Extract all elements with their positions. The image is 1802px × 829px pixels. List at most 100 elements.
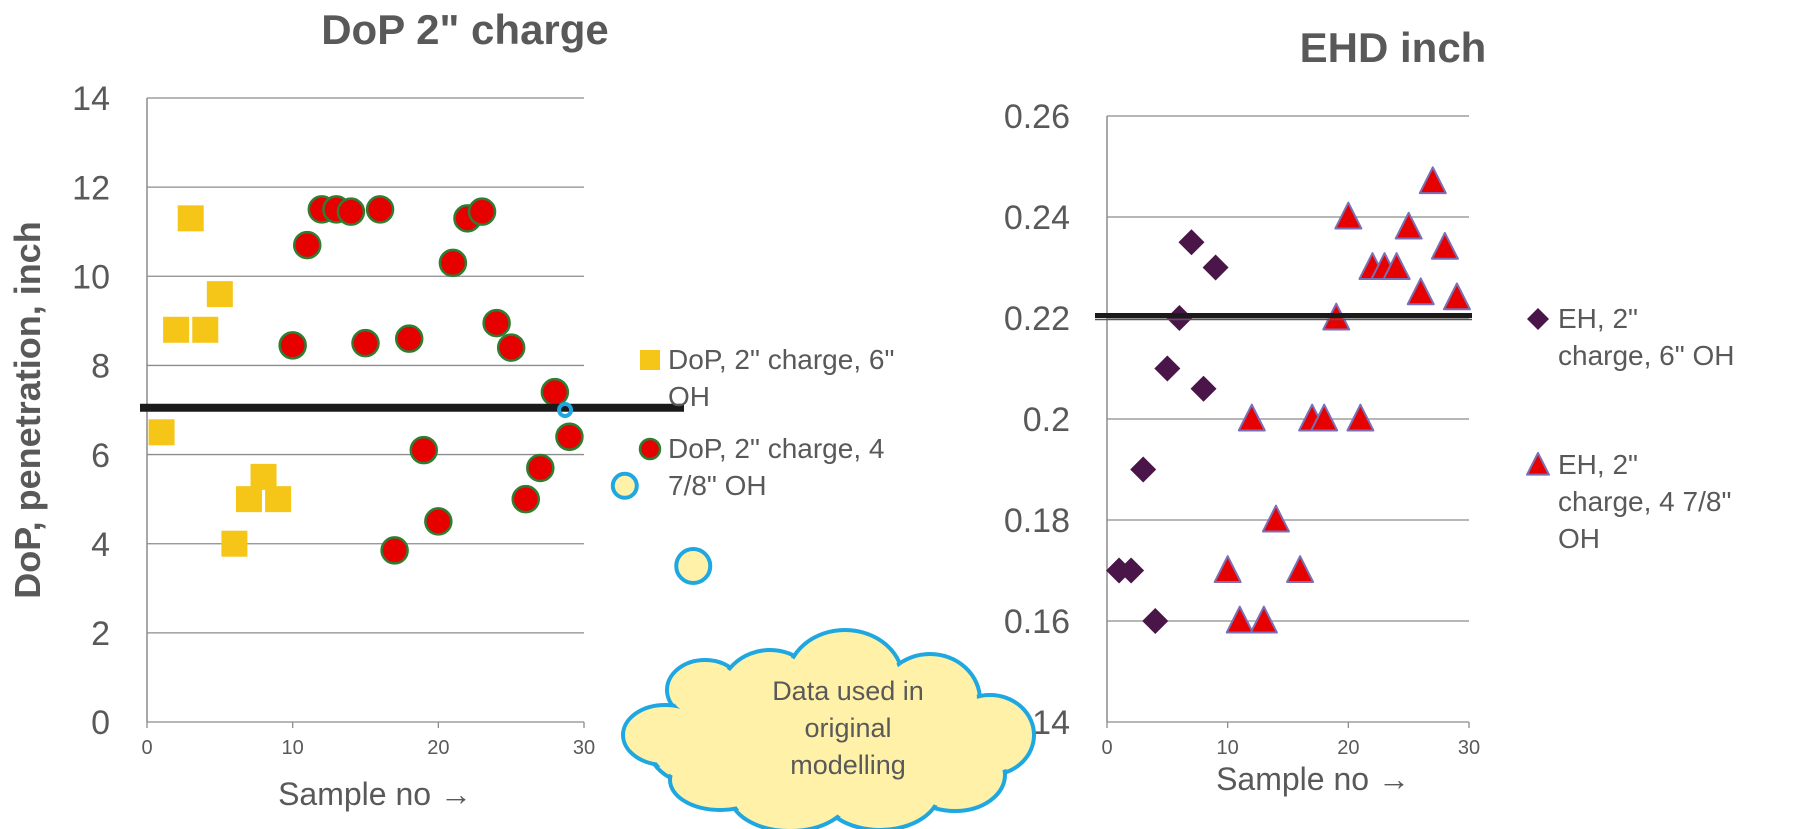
data-point bbox=[148, 419, 175, 446]
data-point bbox=[496, 333, 526, 362]
y-tick-label: 4 bbox=[91, 526, 110, 564]
data-point bbox=[380, 536, 409, 565]
data-point bbox=[351, 328, 380, 358]
data-point bbox=[555, 422, 584, 451]
data-point bbox=[235, 486, 262, 513]
data-point bbox=[163, 316, 190, 343]
data-point bbox=[1286, 555, 1315, 583]
legend-label: charge, 4 7/8" bbox=[1558, 486, 1731, 517]
data-point bbox=[250, 463, 277, 490]
y-tick-label: 0.16 bbox=[1004, 603, 1070, 641]
x-axis-label: Sample no → bbox=[1216, 761, 1410, 797]
data-point bbox=[1142, 608, 1169, 634]
legend-label: charge, 6" OH bbox=[1558, 340, 1734, 371]
highlight-ring bbox=[557, 402, 574, 418]
data-point bbox=[1394, 211, 1423, 240]
data-point bbox=[526, 453, 555, 483]
dop-chart: 0 2 4 6 8 10 12 14 0 10 20 30 DoP 2" charge Sample no… bbox=[7, 6, 894, 812]
y-tick-label: 6 bbox=[91, 437, 110, 475]
legend-label: OH bbox=[1558, 523, 1600, 554]
data-point bbox=[1190, 375, 1217, 402]
data-point bbox=[206, 281, 233, 308]
data-point bbox=[1118, 557, 1145, 584]
x-tick-label: 10 bbox=[282, 737, 304, 759]
x-tick-label: 0 bbox=[141, 737, 152, 759]
x-tick-label: 30 bbox=[573, 737, 595, 759]
data-point bbox=[1406, 277, 1435, 306]
data-point bbox=[278, 331, 307, 360]
data-point bbox=[1442, 282, 1471, 311]
data-point bbox=[192, 316, 219, 343]
data-point bbox=[1346, 403, 1375, 432]
data-point bbox=[1430, 232, 1459, 260]
legend-marker bbox=[1527, 308, 1549, 330]
data-point bbox=[438, 248, 468, 278]
data-point bbox=[424, 507, 453, 536]
data-point bbox=[336, 197, 366, 226]
legend-label: OH bbox=[668, 381, 710, 412]
data-point bbox=[394, 324, 424, 353]
y-tick-label: 0.2 bbox=[1023, 401, 1070, 439]
data-point bbox=[292, 230, 322, 260]
highlight-ring bbox=[610, 471, 639, 500]
data-point bbox=[1334, 201, 1363, 230]
x-tick-label: 10 bbox=[1217, 737, 1239, 759]
data-point bbox=[265, 486, 292, 513]
x-tick-label: 0 bbox=[1101, 737, 1112, 759]
callout-text: original bbox=[804, 713, 891, 743]
data-point bbox=[482, 308, 511, 338]
legend-label: EH, 2" bbox=[1558, 303, 1638, 334]
chart-title: DoP 2" charge bbox=[321, 6, 609, 53]
data-point bbox=[467, 197, 497, 226]
data-point bbox=[1249, 605, 1278, 634]
y-tick-label: 2 bbox=[91, 615, 110, 653]
data-point bbox=[511, 484, 540, 514]
y-axis-label: DoP, penetration, inch bbox=[7, 221, 48, 598]
y-tick-label: 0.26 bbox=[1004, 98, 1070, 136]
y-tick-label: 0 bbox=[91, 704, 110, 742]
x-axis-label: Sample no → bbox=[278, 776, 472, 812]
legend-label: DoP, 2" charge, 4 bbox=[668, 433, 884, 464]
data-point bbox=[177, 205, 204, 232]
legend-marker bbox=[640, 350, 660, 370]
legend-marker bbox=[1526, 451, 1550, 476]
legend-label: 7/8" OH bbox=[668, 470, 767, 501]
data-point bbox=[1178, 229, 1205, 256]
highlight-ring bbox=[674, 547, 713, 585]
x-tick-label: 20 bbox=[427, 737, 449, 759]
data-point bbox=[540, 377, 570, 407]
callout-lobe-fill bbox=[626, 708, 704, 762]
data-point bbox=[221, 530, 248, 557]
data-point bbox=[409, 435, 439, 465]
x-tick-label: 20 bbox=[1337, 737, 1359, 759]
data-point bbox=[1154, 355, 1181, 382]
callout-cloud: Data used in original modelling bbox=[621, 628, 1036, 829]
callout-text: modelling bbox=[790, 750, 906, 780]
data-point bbox=[1237, 403, 1266, 432]
callout-body bbox=[690, 680, 970, 790]
data-point bbox=[1213, 555, 1242, 583]
y-tick-label: 0.22 bbox=[1004, 300, 1070, 338]
data-point bbox=[1310, 403, 1339, 432]
legend-label: EH, 2" bbox=[1558, 449, 1638, 480]
data-point bbox=[1382, 252, 1411, 280]
data-point bbox=[1166, 305, 1193, 331]
data-point bbox=[1418, 166, 1447, 195]
data-point bbox=[1202, 254, 1229, 281]
callout-text: Data used in bbox=[772, 676, 924, 706]
y-tick-label: 12 bbox=[72, 169, 110, 207]
x-tick-label: 30 bbox=[1458, 737, 1480, 759]
legend-marker bbox=[638, 437, 662, 461]
legend-label: DoP, 2" charge, 6" bbox=[668, 344, 894, 375]
y-tick-label: 10 bbox=[72, 259, 110, 297]
data-point bbox=[1261, 504, 1290, 533]
data-point bbox=[1225, 605, 1254, 634]
chart-title: EHD inch bbox=[1300, 24, 1487, 71]
y-tick-label: 8 bbox=[91, 348, 110, 386]
y-tick-label: 0.24 bbox=[1004, 199, 1070, 237]
data-point bbox=[365, 195, 395, 224]
y-tick-label: 14 bbox=[72, 80, 110, 118]
y-tick-label: 0.18 bbox=[1004, 502, 1070, 540]
